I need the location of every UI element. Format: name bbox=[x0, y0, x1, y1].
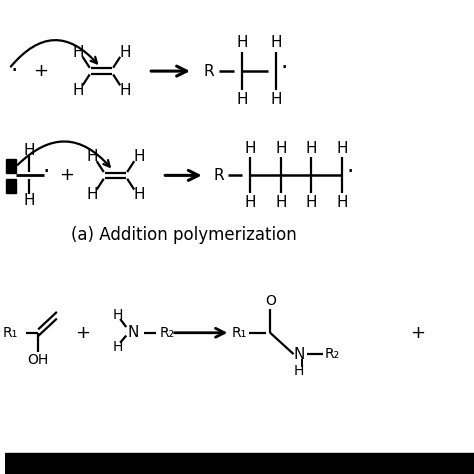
Text: H: H bbox=[119, 82, 131, 98]
Text: H: H bbox=[119, 45, 131, 60]
Text: N: N bbox=[127, 325, 138, 340]
Text: +: + bbox=[33, 62, 48, 80]
Text: ·: · bbox=[281, 56, 288, 80]
Text: H: H bbox=[113, 308, 123, 322]
Text: R: R bbox=[213, 168, 224, 183]
Text: H: H bbox=[306, 195, 317, 210]
Text: OH: OH bbox=[27, 353, 49, 367]
Text: H: H bbox=[275, 195, 287, 210]
Text: R₂: R₂ bbox=[159, 326, 174, 340]
Text: R₁: R₁ bbox=[231, 326, 246, 340]
Text: R: R bbox=[204, 64, 215, 79]
Text: H: H bbox=[236, 35, 248, 50]
Text: H: H bbox=[133, 149, 145, 164]
Text: H: H bbox=[245, 195, 256, 210]
Text: H: H bbox=[236, 92, 248, 107]
Text: H: H bbox=[86, 187, 98, 202]
Text: ·: · bbox=[10, 59, 18, 83]
Text: H: H bbox=[72, 45, 84, 60]
Text: ·: · bbox=[346, 160, 354, 184]
Bar bbox=[5, 453, 474, 474]
Text: H: H bbox=[23, 192, 35, 208]
Text: H: H bbox=[294, 364, 304, 378]
Text: H: H bbox=[270, 35, 282, 50]
Text: H: H bbox=[113, 340, 123, 354]
Text: H: H bbox=[133, 187, 145, 202]
Text: R₁: R₁ bbox=[3, 326, 18, 340]
Text: +: + bbox=[59, 166, 74, 184]
Text: H: H bbox=[72, 82, 84, 98]
Text: (a) Addition polymerization: (a) Addition polymerization bbox=[71, 226, 296, 244]
Text: H: H bbox=[306, 141, 317, 156]
Text: O: O bbox=[265, 293, 276, 308]
Text: R₂: R₂ bbox=[324, 347, 339, 361]
Text: H: H bbox=[86, 149, 98, 164]
Text: H: H bbox=[23, 143, 35, 158]
Text: H: H bbox=[336, 195, 347, 210]
Text: ·: · bbox=[43, 160, 50, 184]
Text: H: H bbox=[245, 141, 256, 156]
Bar bbox=[6, 159, 16, 173]
Text: H: H bbox=[270, 92, 282, 107]
Text: N: N bbox=[293, 346, 305, 362]
Text: +: + bbox=[75, 324, 90, 342]
Text: H: H bbox=[336, 141, 347, 156]
Text: +: + bbox=[410, 324, 425, 342]
Text: H: H bbox=[275, 141, 287, 156]
Bar bbox=[6, 179, 16, 193]
